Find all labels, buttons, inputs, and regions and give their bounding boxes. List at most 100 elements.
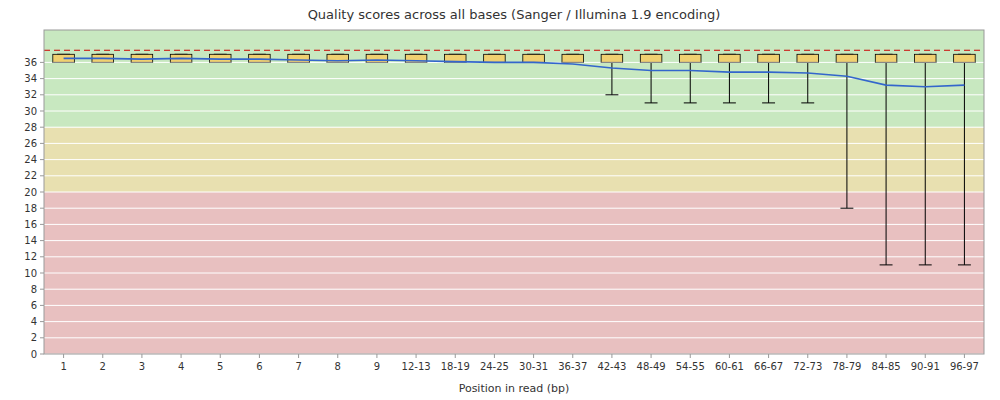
lower-whisker-cap <box>801 102 814 103</box>
chart-title: Quality scores across all bases (Sanger … <box>308 7 721 22</box>
grid-line <box>44 111 984 112</box>
iqr-box <box>797 54 819 62</box>
lower-whisker <box>846 62 847 208</box>
x-tick-label: 60-61 <box>715 361 744 372</box>
iqr-box <box>562 54 584 62</box>
lower-whisker-cap <box>723 102 736 103</box>
grid-line <box>44 305 984 306</box>
y-tick-label: 0 <box>31 349 37 360</box>
y-tick <box>40 256 44 257</box>
y-tick <box>40 354 44 355</box>
iqr-box <box>640 54 662 62</box>
y-tick <box>40 305 44 306</box>
y-tick <box>40 94 44 95</box>
x-tick <box>807 354 808 358</box>
y-tick-label: 30 <box>24 106 37 117</box>
median-line <box>288 62 310 63</box>
y-tick-label: 14 <box>24 235 37 246</box>
x-tick <box>690 354 691 358</box>
mean-line <box>64 58 965 86</box>
lower-whisker <box>768 62 769 103</box>
x-tick <box>376 354 377 358</box>
grid-line <box>44 127 984 128</box>
grid-line <box>44 321 984 322</box>
x-tick-label: 4 <box>178 361 184 372</box>
y-tick-label: 34 <box>24 73 37 84</box>
median-line <box>249 62 271 63</box>
x-tick-label: 2 <box>100 361 106 372</box>
grid-line <box>44 175 984 176</box>
x-tick-label: 90-91 <box>911 361 940 372</box>
x-tick <box>220 354 221 358</box>
y-tick <box>40 127 44 128</box>
x-tick <box>141 354 142 358</box>
y-tick <box>40 273 44 274</box>
y-tick-label: 28 <box>24 122 37 133</box>
grid-line <box>44 192 984 193</box>
lower-whisker <box>729 62 730 103</box>
y-tick-label: 24 <box>24 154 37 165</box>
iqr-box <box>679 54 701 62</box>
y-tick <box>40 192 44 193</box>
y-tick <box>40 62 44 63</box>
quality-zone <box>44 127 984 192</box>
y-tick-label: 6 <box>31 300 37 311</box>
y-tick-label: 2 <box>31 332 37 343</box>
median-line <box>562 62 584 63</box>
iqr-box <box>719 54 741 62</box>
y-tick-label: 8 <box>31 284 37 295</box>
x-tick <box>337 354 338 358</box>
x-tick <box>298 354 299 358</box>
x-tick-label: 78-79 <box>832 361 861 372</box>
y-tick-label: 18 <box>24 203 37 214</box>
y-tick-label: 16 <box>24 219 37 230</box>
median-line <box>836 62 858 63</box>
median-line <box>914 62 936 63</box>
x-tick-label: 12-13 <box>402 361 431 372</box>
lower-whisker-cap <box>958 264 971 265</box>
iqr-box <box>836 54 858 62</box>
quality-zone <box>44 192 984 354</box>
x-tick <box>533 354 534 358</box>
x-tick <box>964 354 965 358</box>
y-tick-label: 10 <box>24 268 37 279</box>
quality-zone <box>44 30 984 127</box>
x-tick <box>886 354 887 358</box>
x-tick <box>494 354 495 358</box>
x-tick-label: 36-37 <box>558 361 587 372</box>
x-tick-label: 96-97 <box>950 361 979 372</box>
grid-line <box>44 159 984 160</box>
x-tick <box>729 354 730 358</box>
iqr-box <box>523 54 545 62</box>
y-tick <box>40 143 44 144</box>
median-line <box>405 62 427 63</box>
x-tick-label: 24-25 <box>480 361 509 372</box>
iqr-box <box>366 54 388 62</box>
lower-whisker <box>886 62 887 265</box>
lower-whisker <box>925 62 926 265</box>
median-line <box>640 62 662 63</box>
x-tick-label: 8 <box>335 361 341 372</box>
plot-area <box>44 30 984 354</box>
median-line <box>131 62 153 63</box>
x-tick <box>768 354 769 358</box>
lower-whisker <box>651 62 652 103</box>
y-tick <box>40 337 44 338</box>
y-tick-label: 32 <box>24 89 37 100</box>
median-line <box>601 62 623 63</box>
y-tick <box>40 111 44 112</box>
x-tick-label: 72-73 <box>793 361 822 372</box>
grid-line <box>44 273 984 274</box>
y-tick-label: 26 <box>24 138 37 149</box>
x-tick <box>455 354 456 358</box>
y-tick <box>40 321 44 322</box>
median-line <box>954 62 976 63</box>
x-tick <box>259 354 260 358</box>
lower-whisker <box>690 62 691 103</box>
median-line <box>366 62 388 63</box>
median-line <box>53 62 75 63</box>
y-tick-label: 36 <box>24 57 37 68</box>
x-axis-label: Position in read (bp) <box>459 382 570 395</box>
y-tick <box>40 208 44 209</box>
median-line <box>719 62 741 63</box>
